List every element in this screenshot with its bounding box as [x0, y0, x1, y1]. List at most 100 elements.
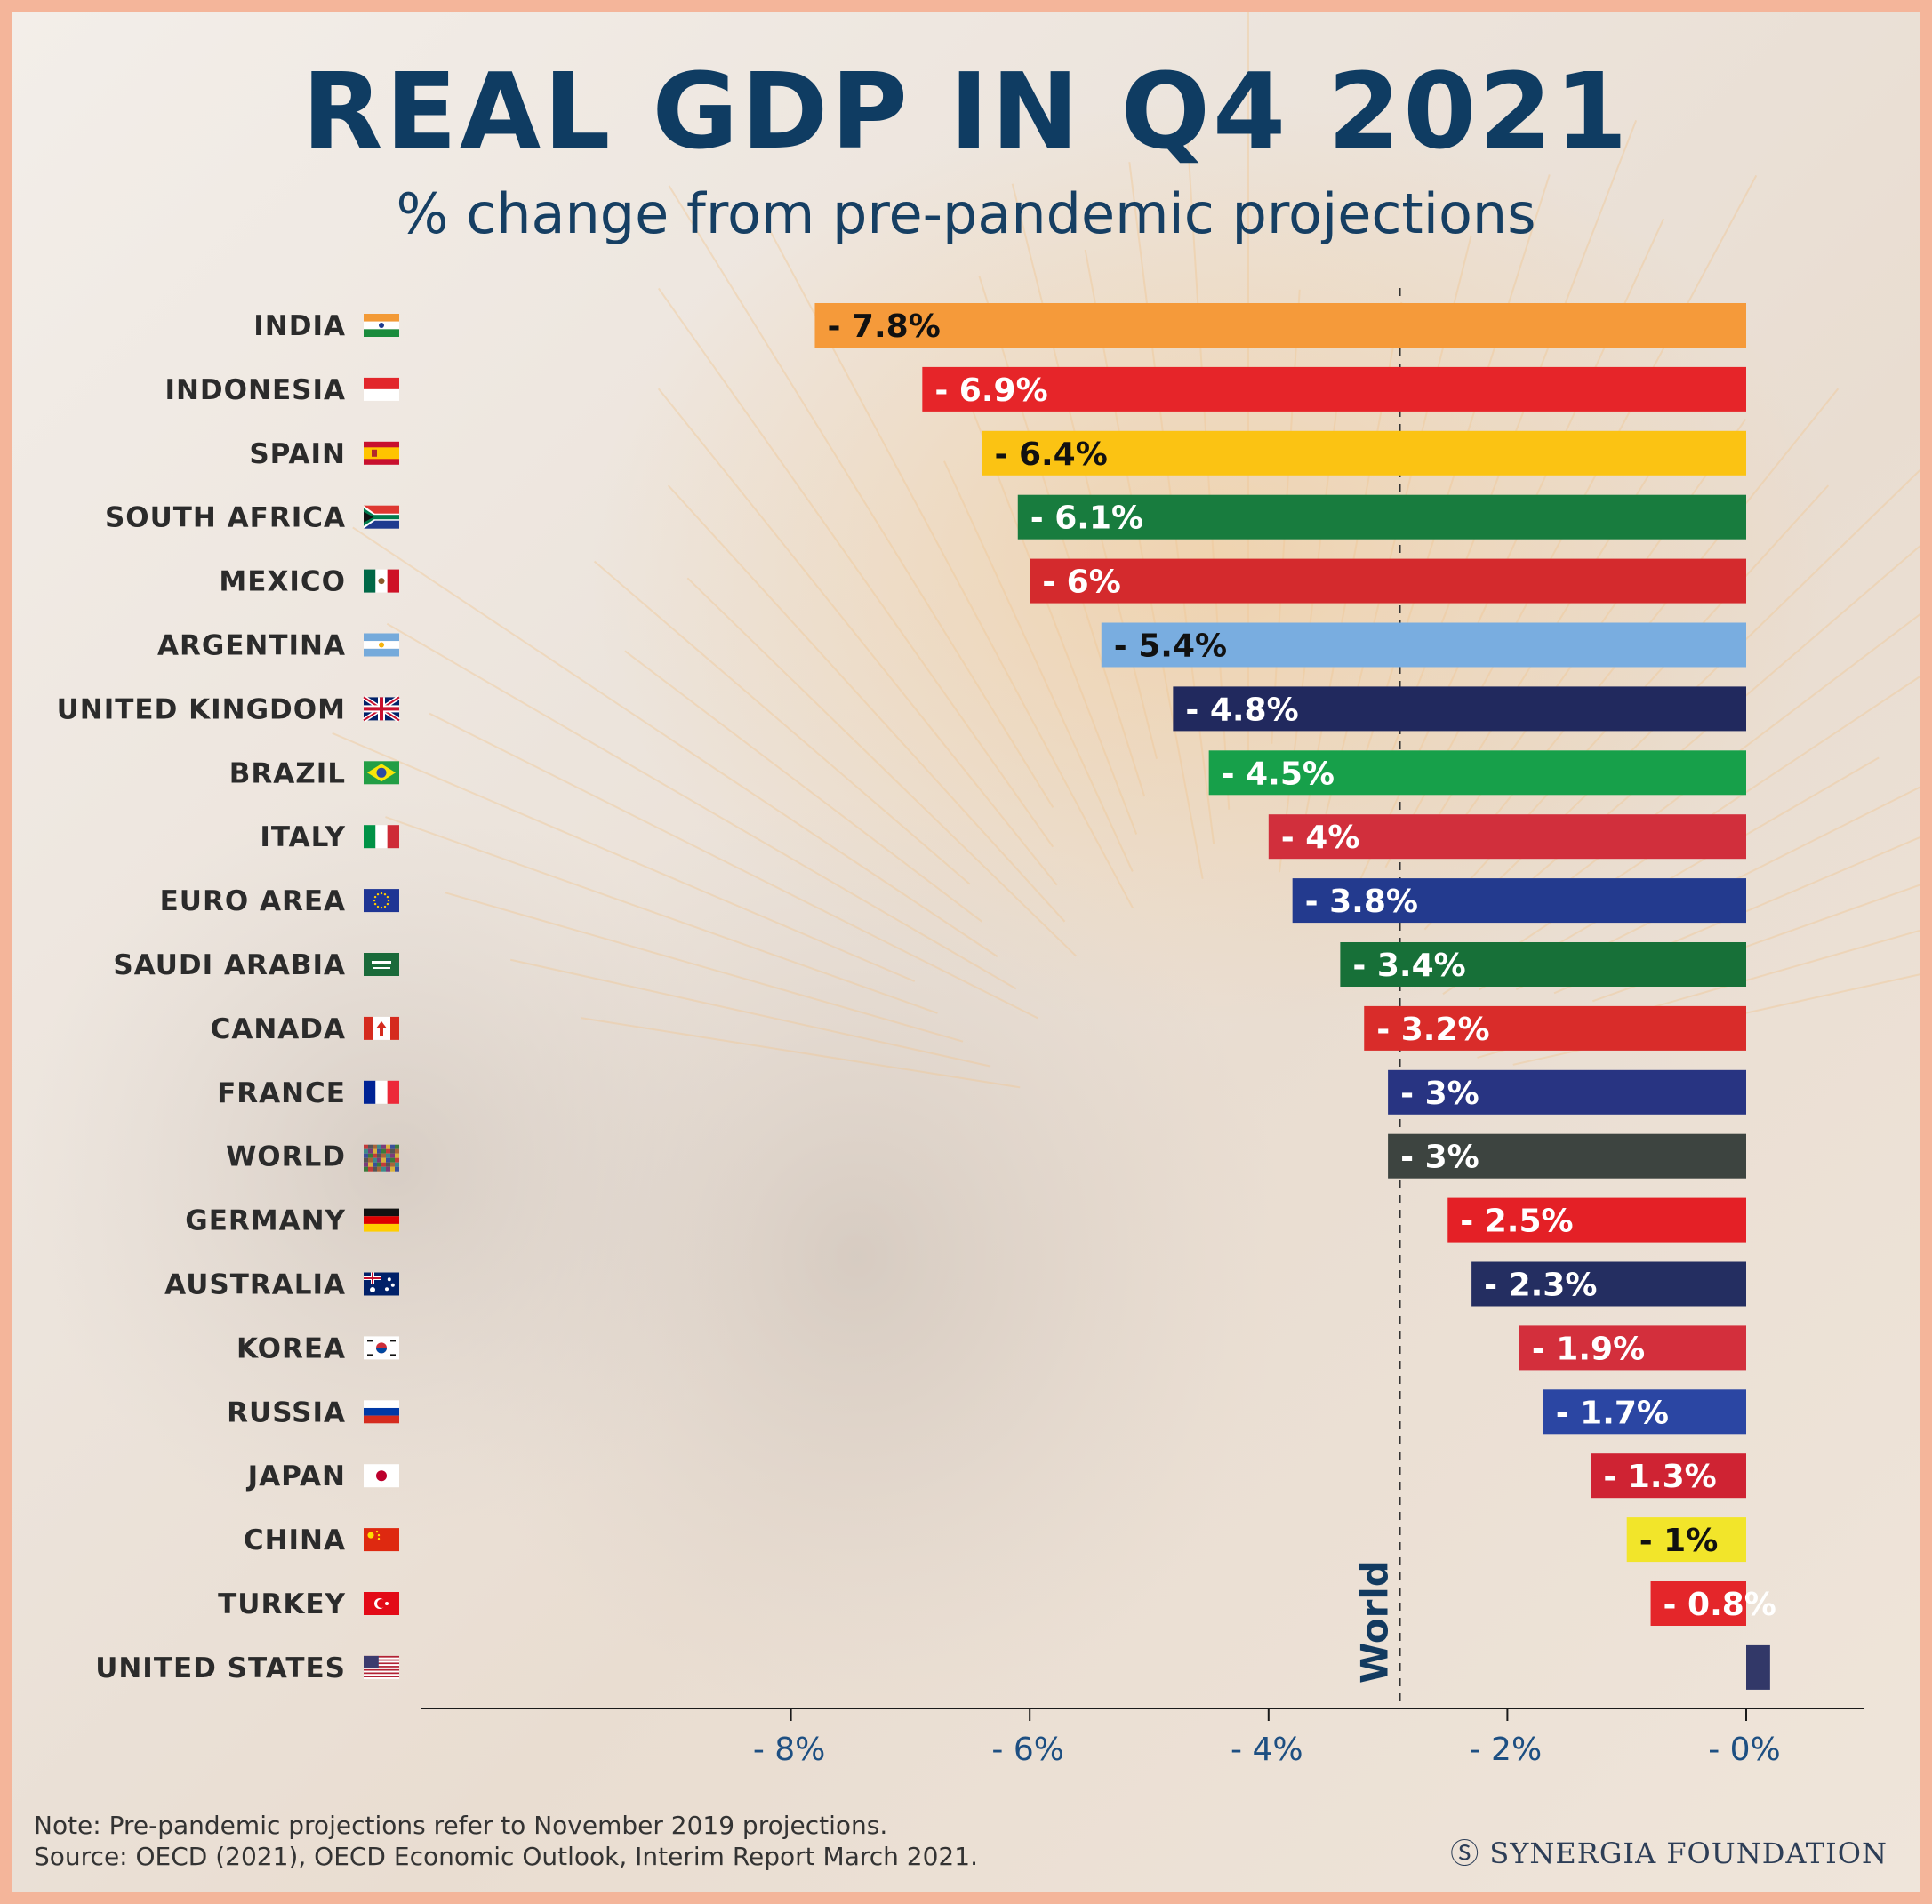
bar-value-label: - 4%: [1281, 820, 1360, 856]
chart-subtitle: % change from pre-pandemic projections: [396, 181, 1536, 246]
category-label: SAUDI ARABIA: [113, 949, 346, 981]
bar-value-label: - 6.4%: [994, 436, 1107, 473]
spark-line: [667, 484, 1066, 923]
spark-line: [624, 650, 983, 923]
united-states-flag-icon: [364, 1655, 399, 1679]
note-text: Note: Pre-pandemic projections refer to …: [34, 1811, 888, 1840]
spark-line: [385, 816, 938, 1014]
bar: [1650, 1581, 1746, 1626]
spark-line: [658, 287, 1054, 848]
bar-value-label: - 6.1%: [1030, 500, 1143, 537]
spark-line: [943, 460, 1134, 872]
italy-flag-icon: [364, 825, 399, 849]
bar: [1017, 494, 1746, 540]
bar: [1208, 750, 1746, 796]
spark-line: [686, 577, 1078, 957]
world-reference-label: World: [1353, 1560, 1397, 1684]
bar-value-label: - 3.8%: [1305, 884, 1418, 920]
korea-flag-icon: [364, 1336, 399, 1360]
bar-chart: World - 7.8% INDIA - 6.9% INDONESIA - 6.4% SPA…: [57, 288, 1864, 1768]
spark-line: [445, 892, 964, 1043]
bar-value-label: - 3.4%: [1352, 948, 1465, 984]
spark-line: [593, 560, 971, 885]
bar: [922, 366, 1746, 412]
bar: [1388, 1133, 1746, 1179]
india-flag-icon: [364, 314, 399, 337]
x-tick-label: - 2%: [1470, 1732, 1543, 1768]
united-kingdom-flag-icon: [362, 695, 401, 723]
spark-line: [510, 958, 991, 1068]
bar: [1388, 1069, 1746, 1115]
brazil-flag-icon: [364, 761, 399, 785]
category-label: INDONESIA: [164, 374, 346, 406]
category-label: SOUTH AFRICA: [105, 502, 346, 534]
bar: [814, 303, 1747, 348]
spark-line: [429, 712, 1038, 1020]
world-flag-icon: [364, 1144, 399, 1172]
bar-value-label: - 5.4%: [1114, 628, 1227, 665]
category-label: SPAIN: [249, 438, 346, 470]
bar-value-label: - 4.5%: [1222, 756, 1335, 792]
category-label: KOREA: [236, 1332, 346, 1364]
category-label: CANADA: [211, 1013, 346, 1045]
category-label: ARGENTINA: [157, 630, 346, 662]
bar-value-label: - 6%: [1042, 564, 1121, 601]
spark-line: [657, 388, 1058, 886]
category-label: FRANCE: [217, 1077, 346, 1109]
spark-line: [668, 185, 1054, 808]
bar: [1292, 878, 1746, 924]
china-flag-icon: [364, 1528, 399, 1552]
brand-logo: Ⓢ SYNERGIA FOUNDATION: [1450, 1836, 1888, 1870]
bar-value-label: - 2.3%: [1484, 1268, 1597, 1304]
russia-flag-icon: [364, 1400, 399, 1424]
bar-value-label: - 1.7%: [1556, 1395, 1669, 1431]
bar: [1340, 942, 1746, 987]
bar-value-label: - 3.2%: [1376, 1012, 1489, 1048]
bar: [1268, 814, 1746, 860]
spark-line: [352, 526, 998, 957]
bar-value-label: - 1%: [1639, 1523, 1719, 1559]
category-label: ITALY: [260, 821, 346, 853]
australia-flag-icon: [364, 1272, 399, 1296]
bar: [1471, 1261, 1746, 1307]
category-label: WORLD: [226, 1141, 346, 1173]
bar: [1447, 1197, 1746, 1243]
spark-line: [1353, 174, 1551, 788]
bar: [1626, 1517, 1746, 1563]
bar: [1364, 1005, 1746, 1051]
source-text: Source: OECD (2021), OECD Economic Outlo…: [34, 1842, 978, 1871]
bar-value-label: - 6.9%: [934, 372, 1047, 409]
argentina-flag-icon: [364, 633, 399, 657]
bar-value-label: - 3%: [1400, 1140, 1479, 1176]
category-label: BRAZIL: [229, 757, 346, 789]
chart-title: REAL GDP IN Q4 2021: [301, 50, 1631, 172]
bar: [982, 430, 1746, 476]
x-tick-label: - 4%: [1231, 1732, 1303, 1768]
bar: [1030, 558, 1746, 604]
bar: [1746, 1644, 1770, 1690]
bar: [1543, 1389, 1746, 1435]
x-tick-label: - 0%: [1708, 1732, 1781, 1768]
germany-flag-icon: [364, 1208, 399, 1232]
category-label: INDIA: [253, 310, 346, 342]
bar-value-label: - 1.3%: [1603, 1459, 1716, 1495]
bar-value-label: - 2.5%: [1460, 1204, 1573, 1240]
bar-value-label: - 7.8%: [827, 308, 940, 345]
bar-value-label: - 4.8%: [1185, 692, 1298, 728]
turkey-flag-icon: [364, 1592, 399, 1615]
category-label: CHINA: [244, 1524, 346, 1556]
bar-value-label: - 3%: [1400, 1076, 1479, 1112]
category-label: MEXICO: [219, 566, 346, 598]
category-label: UNITED KINGDOM: [57, 693, 346, 725]
x-tick-label: - 8%: [753, 1732, 826, 1768]
euro-area-flag-icon: [364, 889, 399, 913]
south-africa-flag-icon: [364, 505, 399, 529]
bar: [1591, 1453, 1746, 1499]
footnote: Note: Pre-pandemic projections refer to …: [34, 1810, 978, 1872]
france-flag-icon: [364, 1080, 399, 1104]
mexico-flag-icon: [364, 569, 399, 593]
infographic-frame: REAL GDP IN Q4 2021 % change from pre-pa…: [12, 12, 1920, 1892]
category-label: RUSSIA: [227, 1396, 346, 1428]
category-label: GERMANY: [185, 1205, 346, 1237]
category-label: TURKEY: [218, 1588, 346, 1620]
